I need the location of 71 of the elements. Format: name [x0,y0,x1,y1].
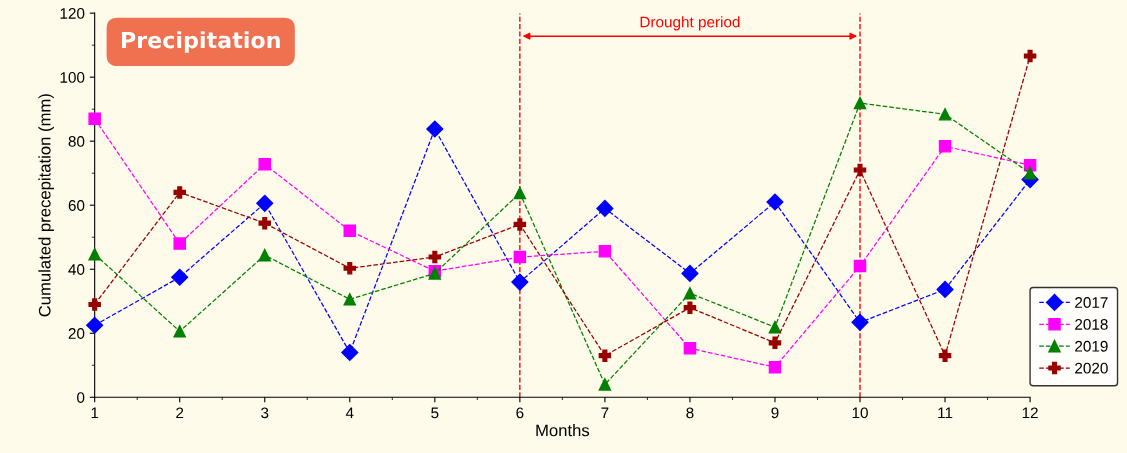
point [258,216,271,230]
point [938,108,952,121]
point [258,157,271,171]
point [768,336,782,350]
annotation: Drought period [640,16,740,31]
point [851,313,869,331]
x-tick-label: 12 [1022,407,1038,419]
point [683,342,697,355]
point [258,248,271,262]
x-tick-label: 5 [431,407,439,419]
text: Precipitation [121,31,280,53]
point [426,120,444,138]
legend-label: 2017 [1075,297,1108,308]
y-axis-title: Cumulated precepitation (mm) [38,94,54,317]
point [853,259,867,273]
y-tick-label: 20 [68,328,85,339]
point [598,349,612,362]
point [853,96,867,110]
y-tick-label: 0 [77,392,85,403]
point [88,298,101,311]
x-tick-label: 7 [601,407,609,419]
x-tick-label: 10 [852,407,868,419]
x-tick-label: 3 [261,407,269,419]
point [513,250,527,264]
point [1023,49,1037,63]
point [343,224,357,238]
y-tick-label: 120 [60,8,85,19]
legend-label: 2018 [1075,318,1108,330]
point [173,186,186,199]
point [88,247,101,261]
point [171,268,189,286]
point [173,237,186,250]
point [343,293,357,306]
legend-label: 2019 [1075,340,1108,352]
x-tick-label: 2 [176,407,184,419]
y-tick-label: 60 [68,200,85,211]
point [511,273,529,291]
point [938,140,952,153]
x-tick-label: 1 [91,407,99,419]
x-tick-label: 8 [686,407,694,419]
point [513,218,527,231]
point [598,245,612,258]
point [683,286,697,300]
x-tick-label: 6 [516,407,524,419]
point [683,301,697,314]
legend-label: 2020 [1075,362,1108,374]
point [1023,166,1037,180]
point [256,194,274,212]
point [513,186,527,200]
x-axis-title: Months [536,424,590,437]
y-tick-label: 100 [60,72,85,83]
point [768,320,782,334]
y-tick-label: 40 [68,264,85,275]
point [596,199,614,217]
x-tick-label: 4 [345,407,354,419]
y-tick-label: 80 [68,136,85,147]
point [598,378,612,391]
point [341,343,359,362]
point [766,193,784,211]
point [681,264,699,282]
point [428,250,442,264]
point [938,349,952,362]
point [343,262,357,275]
point [768,360,782,374]
point [936,280,954,298]
point [88,112,101,126]
x-tick-label: 9 [771,407,779,419]
x-tick-label: 11 [938,407,953,419]
point [173,325,186,338]
point [86,316,104,334]
point [853,163,867,177]
